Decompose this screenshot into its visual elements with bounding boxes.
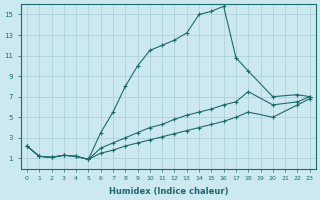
X-axis label: Humidex (Indice chaleur): Humidex (Indice chaleur) xyxy=(108,187,228,196)
